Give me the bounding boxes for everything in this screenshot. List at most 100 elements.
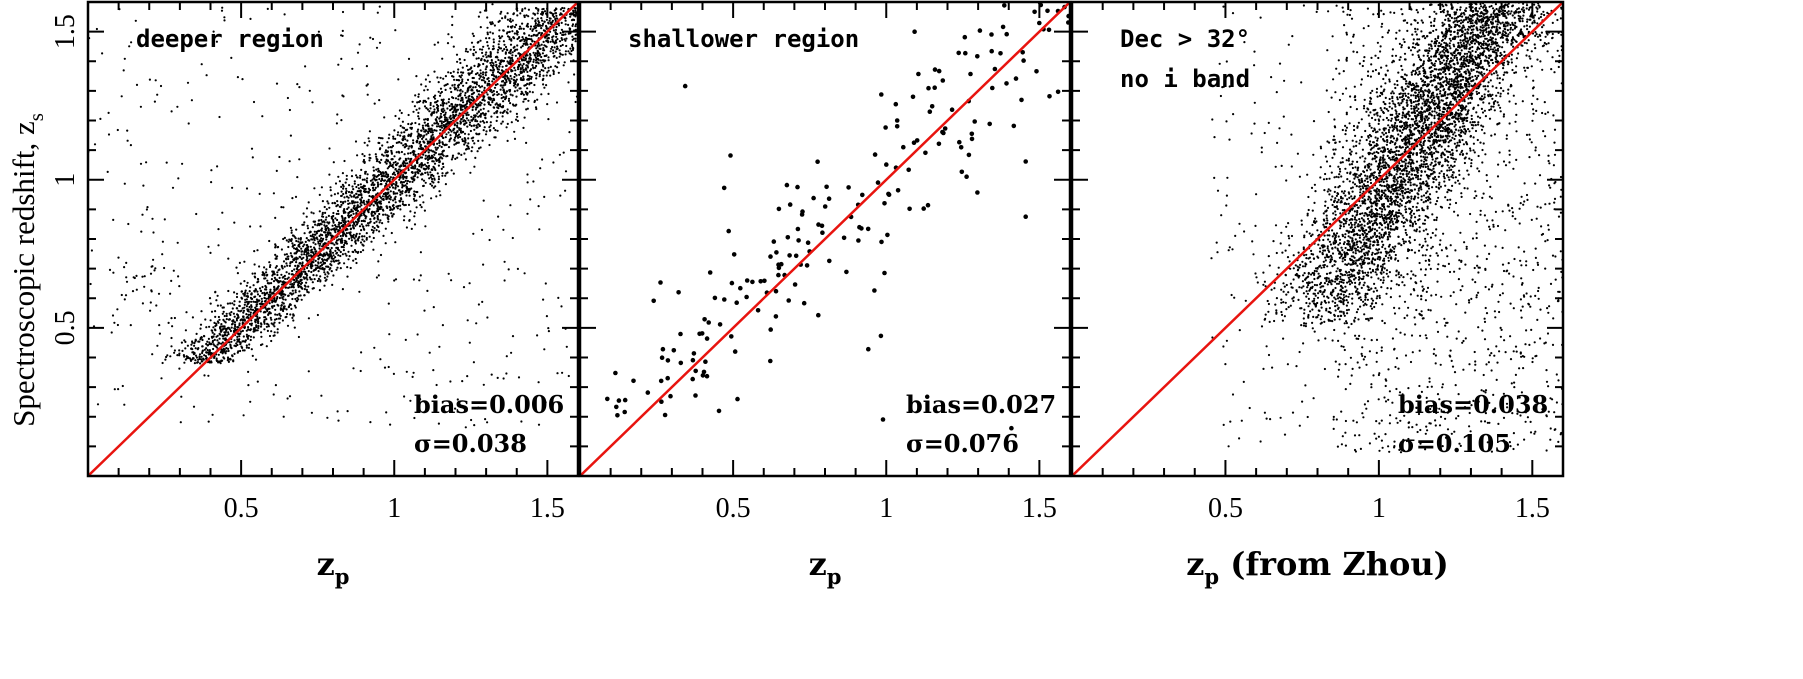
data-point [435,129,438,132]
data-point [225,318,228,321]
data-point [322,220,325,223]
data-point [227,360,230,363]
data-point [505,126,508,129]
data-point [549,74,552,77]
data-point [461,98,464,102]
data-point [382,234,385,237]
data-point [426,289,429,292]
data-point [335,259,338,262]
data-point [286,324,290,327]
data-point [456,103,459,107]
data-point [288,303,291,306]
data-point [550,23,553,26]
data-point [568,131,571,134]
data-point [217,244,220,247]
data-point [250,324,253,327]
data-point [304,247,307,250]
data-point [394,198,397,201]
data-point [564,19,567,22]
data-point [542,74,545,77]
data-point [392,135,395,138]
data-point [379,183,382,186]
data-point [440,109,443,112]
data-point [458,103,461,106]
data-point [431,177,434,181]
data-point [303,221,306,224]
data-point [505,111,508,114]
data-point [395,170,398,173]
data-point [254,358,258,361]
data-point [475,322,478,325]
data-point [246,308,249,311]
data-point [412,193,416,196]
data-point [423,89,426,92]
data-point [805,240,811,245]
data-point [470,124,473,128]
data-point [447,131,450,134]
data-point [331,224,334,227]
data-point [531,91,534,94]
data-point [323,262,326,265]
data-point [307,370,310,373]
data-point [476,72,479,75]
data-point [362,225,365,228]
data-point [324,231,327,234]
data-point [273,331,276,334]
data-point [273,334,276,337]
data-point [461,78,464,81]
data-point [435,195,438,198]
data-point [348,237,351,240]
data-point [352,259,355,262]
data-point [252,336,255,339]
data-point [386,141,389,144]
data-point [901,144,906,150]
data-point [445,122,448,126]
data-point [565,345,568,348]
data-point [329,189,332,192]
data-point [334,249,337,252]
data-point [518,60,521,64]
data-point [302,245,305,248]
data-point [417,117,421,120]
data-point [561,38,564,42]
data-point [478,77,481,80]
data-point [339,267,342,270]
data-point [487,103,491,106]
data-point [519,87,522,90]
data-point [378,212,381,216]
data-point [432,181,435,184]
data-point [447,101,450,104]
data-point [541,59,544,62]
data-point [392,206,396,209]
data-point [463,137,466,140]
data-point [547,118,550,121]
data-point [185,355,188,358]
data-point [204,355,207,358]
data-point [357,193,360,196]
data-point [150,265,153,268]
data-point [493,24,496,27]
data-point [325,216,328,219]
data-point [552,69,555,72]
data-point [558,153,562,156]
data-point [453,78,456,81]
data-point [214,324,217,328]
data-point [413,150,416,153]
data-point [554,50,557,53]
sigma-label: σ=0.076 [906,429,1019,458]
data-point [534,20,537,23]
data-point [508,30,511,34]
data-point [233,303,236,306]
data-point [468,282,471,285]
data-point [413,105,416,108]
data-point [447,33,450,36]
data-point [490,373,493,376]
data-point [574,14,577,17]
data-point [399,204,402,207]
data-point [532,51,535,54]
data-point [316,279,319,283]
data-point [161,240,164,243]
data-point [442,143,445,146]
data-point [503,43,506,46]
data-point [437,41,440,44]
